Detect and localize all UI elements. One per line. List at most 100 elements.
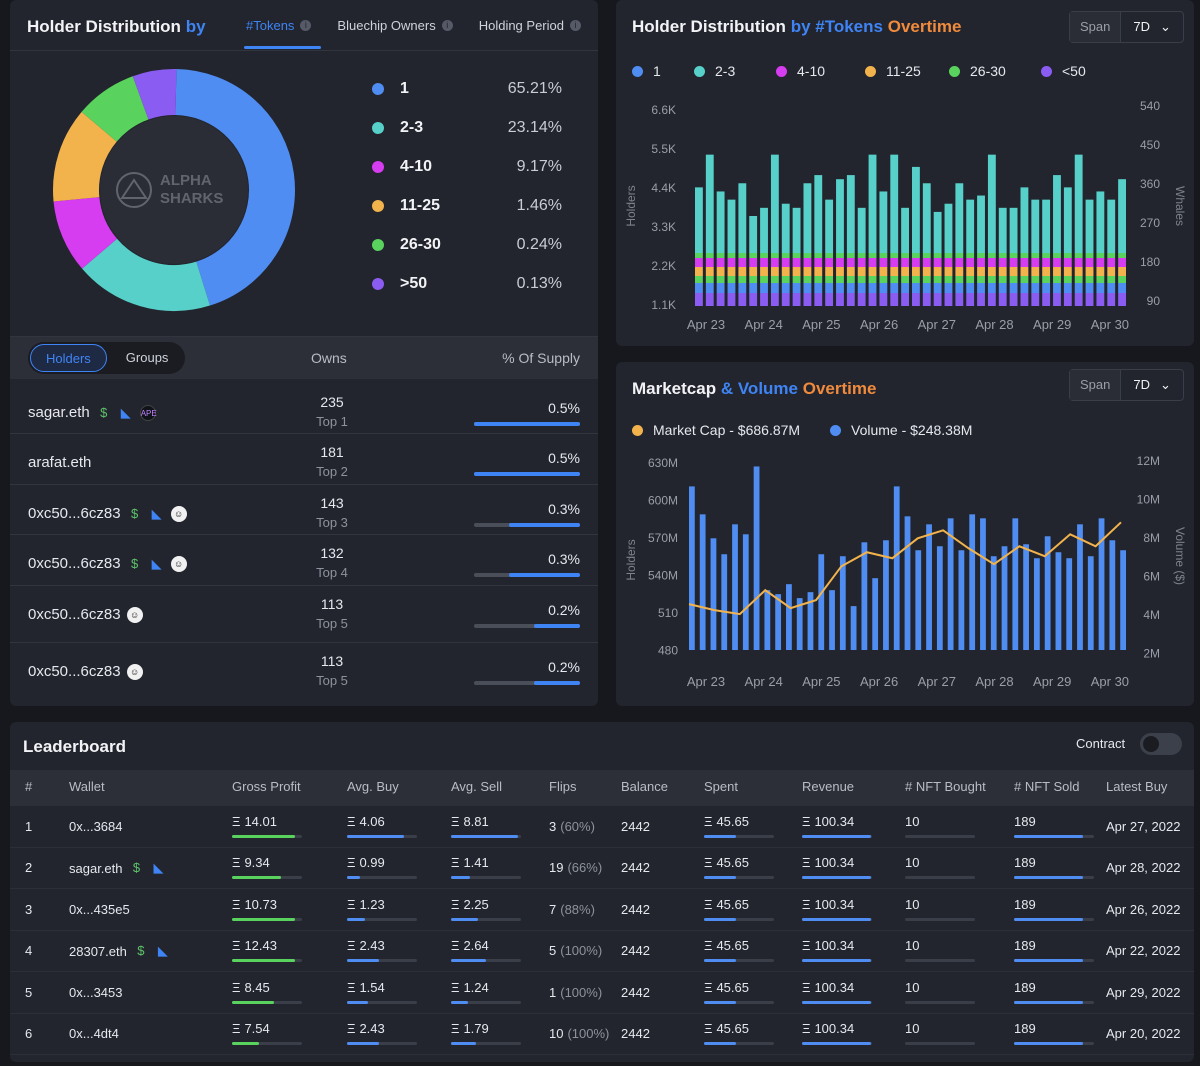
bar-segment[interactable] <box>966 199 975 253</box>
bar-segment[interactable] <box>825 276 834 283</box>
bar-segment[interactable] <box>1053 267 1061 276</box>
bar-segment[interactable] <box>705 267 714 276</box>
bar-segment[interactable] <box>825 293 834 306</box>
holder-row[interactable]: arafat.eth 181 Top 2 0.5% <box>10 433 598 488</box>
bar-segment[interactable] <box>738 183 747 253</box>
bar-segment[interactable] <box>1085 293 1094 306</box>
holder-row[interactable]: sagar.eth $ ◣ APE 235 Top 1 0.5% <box>10 388 598 438</box>
volume-bar[interactable] <box>936 546 943 650</box>
bar-segment[interactable] <box>749 276 758 283</box>
bar-segment[interactable] <box>1085 253 1094 258</box>
column-header[interactable]: Avg. Sell <box>451 779 503 794</box>
holder-row[interactable]: 0xc50...6cz83 ☺ 113 Top 5 0.2% <box>10 642 598 697</box>
bar-segment[interactable] <box>781 276 790 283</box>
bar-segment[interactable] <box>1042 267 1051 276</box>
bar-segment[interactable] <box>836 258 844 267</box>
holder-row[interactable]: 0xc50...6cz83 $ ◣ ☺ 132 Top 4 0.3% <box>10 534 598 589</box>
distribution-legend-item[interactable]: 2-3 23.14% <box>372 119 562 137</box>
volume-bar[interactable] <box>786 584 792 650</box>
bar-segment[interactable] <box>695 187 703 253</box>
volume-bar[interactable] <box>839 556 846 650</box>
bar-segment[interactable] <box>944 258 953 267</box>
bar-segment[interactable] <box>836 283 844 293</box>
volume-bar[interactable] <box>872 578 879 650</box>
bar-segment[interactable] <box>1053 253 1061 258</box>
bar-segment[interactable] <box>792 207 801 253</box>
bar-segment[interactable] <box>1020 283 1029 293</box>
bar-segment[interactable] <box>922 267 931 276</box>
bar-segment[interactable] <box>770 283 779 293</box>
bar-segment[interactable] <box>933 258 942 267</box>
bar-segment[interactable] <box>857 207 866 253</box>
bar-segment[interactable] <box>1074 253 1083 258</box>
bar-segment[interactable] <box>1009 207 1018 253</box>
bar-segment[interactable] <box>695 267 703 276</box>
donut-slice-1[interactable] <box>82 238 210 311</box>
donut-slice-0[interactable] <box>174 69 295 306</box>
bar-segment[interactable] <box>1020 253 1029 258</box>
bar-segment[interactable] <box>1020 276 1029 283</box>
volume-bar[interactable] <box>1066 558 1073 650</box>
donut-slice-2[interactable] <box>53 196 118 269</box>
bar-segment[interactable] <box>1118 283 1126 293</box>
bar-segment[interactable] <box>1074 154 1083 253</box>
bar-segment[interactable] <box>803 283 812 293</box>
distribution-legend-item[interactable]: 26-30 0.24% <box>372 236 562 254</box>
bar-segment[interactable] <box>879 258 888 267</box>
bar-segment[interactable] <box>966 258 975 267</box>
bar-segment[interactable] <box>977 195 985 253</box>
bar-segment[interactable] <box>998 293 1007 306</box>
bar-segment[interactable] <box>868 293 877 306</box>
supply-column-header[interactable]: % Of Supply <box>502 350 580 366</box>
bar-segment[interactable] <box>705 283 714 293</box>
leaderboard-row[interactable]: 3 0x...435e5 Ξ 10.73 Ξ 1.23 Ξ 2.25 7 (88%) 2442 Ξ 45… <box>10 889 1194 931</box>
bar-segment[interactable] <box>1009 283 1018 293</box>
bar-segment[interactable] <box>1042 276 1051 283</box>
tab-tokens[interactable]: #Tokens i <box>230 10 322 50</box>
volume-bar[interactable] <box>1087 556 1094 650</box>
bar-segment[interactable] <box>1020 187 1029 253</box>
market-cap-line[interactable] <box>688 521 1122 616</box>
bar-segment[interactable] <box>716 253 725 258</box>
bar-segment[interactable] <box>716 191 725 253</box>
bar-segment[interactable] <box>1063 267 1072 276</box>
bar-segment[interactable] <box>1031 283 1040 293</box>
bar-segment[interactable] <box>890 283 899 293</box>
bar-segment[interactable] <box>738 276 747 283</box>
column-header[interactable]: # NFT Bought <box>905 779 986 794</box>
bar-segment[interactable] <box>781 293 790 306</box>
bar-segment[interactable] <box>1085 258 1094 267</box>
bar-segment[interactable] <box>857 276 866 283</box>
bar-segment[interactable] <box>1020 267 1029 276</box>
bar-segment[interactable] <box>879 191 888 253</box>
leaderboard-row[interactable]: 4 28307.eth $ ◣ Ξ 12.43 Ξ 2.43 Ξ 2.64 5 (100%) 2442 Ξ… <box>10 930 1194 972</box>
bar-segment[interactable] <box>1107 253 1116 258</box>
leaderboard-row[interactable]: 5 0x...3453 Ξ 8.45 Ξ 1.54 Ξ 1.24 1 (100%) 2442 Ξ 45.… <box>10 972 1194 1014</box>
bar-segment[interactable] <box>770 267 779 276</box>
bar-segment[interactable] <box>912 293 920 306</box>
bar-segment[interactable] <box>695 276 703 283</box>
bar-segment[interactable] <box>705 253 714 258</box>
bar-segment[interactable] <box>770 253 779 258</box>
column-header[interactable]: Latest Buy <box>1106 779 1168 794</box>
column-header[interactable]: Revenue <box>802 779 855 794</box>
bar-segment[interactable] <box>1063 187 1072 253</box>
bar-segment[interactable] <box>944 253 953 258</box>
legend-series-1[interactable]: 2-3 <box>694 63 735 79</box>
bar-segment[interactable] <box>836 267 844 276</box>
bar-segment[interactable] <box>868 154 877 253</box>
bar-segment[interactable] <box>814 276 823 283</box>
holders-toggle-button[interactable]: Holders <box>30 344 107 372</box>
volume-bar[interactable] <box>861 542 868 650</box>
bar-segment[interactable] <box>727 253 736 258</box>
bar-segment[interactable] <box>944 267 953 276</box>
bar-segment[interactable] <box>770 258 779 267</box>
legend-series-3[interactable]: 11-25 <box>865 63 921 79</box>
bar-segment[interactable] <box>998 207 1007 253</box>
bar-segment[interactable] <box>1107 267 1116 276</box>
bar-segment[interactable] <box>846 258 855 267</box>
holder-row[interactable]: 0xc50...6cz83 ☺ 113 Top 5 0.2% <box>10 585 598 640</box>
bar-segment[interactable] <box>987 267 996 276</box>
distribution-legend-item[interactable]: 11-25 1.46% <box>372 197 562 215</box>
bar-segment[interactable] <box>868 267 877 276</box>
